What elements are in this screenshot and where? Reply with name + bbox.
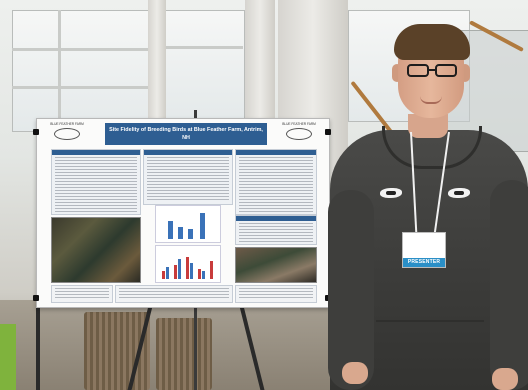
section-header-bar <box>144 150 232 155</box>
chair-back <box>156 318 212 390</box>
section-header-bar <box>236 216 316 221</box>
poster-clip <box>33 295 39 301</box>
smile <box>420 96 442 104</box>
glasses-bridge <box>429 69 435 71</box>
chart-bar <box>188 229 193 239</box>
name-badge: PRESENTER <box>402 232 446 268</box>
bar-chart-top <box>155 205 221 243</box>
window-mullion <box>58 10 61 130</box>
poster-references <box>115 285 233 303</box>
bird-logo-icon <box>286 128 312 140</box>
easel-leg <box>36 300 40 390</box>
logo-right-text: BLUE FEATHER FARM <box>282 122 316 126</box>
window-center <box>165 10 245 122</box>
section-header-bar <box>236 150 316 155</box>
chart-bar <box>178 227 183 239</box>
presenter-tag: PRESENTER <box>403 258 445 267</box>
poster-section <box>235 215 317 245</box>
poster-section <box>143 149 233 205</box>
chart-bar <box>202 271 205 279</box>
chart-bar <box>162 271 165 279</box>
hair <box>394 24 470 60</box>
green-edge <box>0 324 16 390</box>
window-mullion <box>165 46 243 49</box>
satellite-map-image <box>51 217 141 283</box>
chart-bar <box>168 221 173 239</box>
bird-photo <box>235 247 317 283</box>
poster-logo-right: BLUE FEATHER FARM <box>277 122 321 144</box>
poster-clip <box>325 129 331 135</box>
research-poster: BLUE FEATHER FARM Site Fidelity of Breed… <box>33 118 331 308</box>
hoodie-pocket <box>376 320 484 372</box>
presenter-person: PRESENTER <box>328 20 528 390</box>
bar-chart-bottom <box>155 245 221 283</box>
neck <box>408 114 448 138</box>
window-left <box>12 10 150 132</box>
poster-section <box>235 149 317 215</box>
poster-title: Site Fidelity of Breeding Birds at Blue … <box>105 123 267 145</box>
poster-footer-left <box>51 285 113 303</box>
window-mullion <box>12 86 148 89</box>
poster-logo-left: BLUE FEATHER FARM <box>45 122 89 144</box>
ear <box>460 64 470 82</box>
badge-name-line <box>403 241 445 245</box>
chart-bar <box>186 257 189 279</box>
window-mullion <box>12 48 148 51</box>
chart-bar <box>210 261 213 279</box>
chart-bar <box>198 269 201 279</box>
section-header-bar <box>52 150 140 155</box>
poster-section <box>51 149 141 215</box>
bird-logo-icon <box>448 188 470 198</box>
chart-bar <box>200 213 205 239</box>
glasses-icon <box>435 64 457 77</box>
chart-bar <box>190 263 193 279</box>
chart-bar <box>174 265 177 279</box>
poster-clip <box>33 129 39 135</box>
left-arm <box>328 190 374 390</box>
logo-left-text: BLUE FEATHER FARM <box>50 122 84 126</box>
poster-acknowledgements <box>235 285 317 303</box>
ear <box>392 64 402 82</box>
right-arm <box>490 180 528 390</box>
hand <box>342 362 368 384</box>
chart-bar <box>166 267 169 279</box>
glasses-icon <box>407 64 429 77</box>
hand <box>492 368 518 390</box>
bird-logo-icon <box>380 188 402 198</box>
bird-logo-icon <box>54 128 80 140</box>
chart-bar <box>178 259 181 279</box>
